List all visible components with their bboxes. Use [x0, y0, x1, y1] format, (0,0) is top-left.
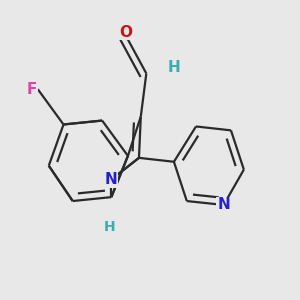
Text: H: H — [167, 60, 180, 75]
Text: N: N — [105, 172, 118, 187]
Text: N: N — [217, 197, 230, 212]
Text: O: O — [120, 25, 133, 40]
Text: H: H — [104, 220, 115, 234]
Text: F: F — [27, 82, 38, 97]
